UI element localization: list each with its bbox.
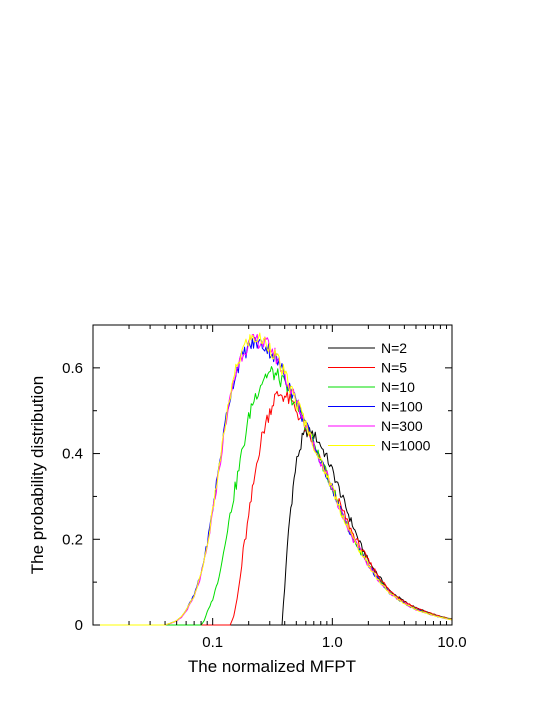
y-axis-title: The probability distribution <box>28 376 47 574</box>
x-tick-label: 1.0 <box>322 634 343 651</box>
plot-area <box>92 324 453 626</box>
legend-label: N=10 <box>381 379 415 395</box>
y-tick-label: 0.2 <box>62 531 83 548</box>
series-group <box>93 332 453 626</box>
plot-frame <box>92 324 453 626</box>
x-axis-title: The normalized MFPT <box>188 657 356 676</box>
y-tick-label: 0.4 <box>62 446 83 463</box>
series-line-n-2 <box>93 427 453 626</box>
axes-group: 0 0.2 0.4 0.6 0.1 1.0 10.0 <box>62 325 467 651</box>
x-tick-label: 10.0 <box>437 634 466 651</box>
legend-label: N=100 <box>381 399 423 415</box>
legend-label: N=1000 <box>381 438 431 454</box>
x-tick-label: 0.1 <box>202 634 223 651</box>
y-tick-label: 0.6 <box>62 360 83 377</box>
y-tick-label: 0 <box>75 617 83 634</box>
legend: N=2 N=5 N=10 N=100 N=300 N=1000 <box>328 340 431 454</box>
series-line-n-1000 <box>93 332 453 626</box>
legend-label: N=2 <box>381 340 407 356</box>
legend-label: N=300 <box>381 418 423 434</box>
legend-label: N=5 <box>381 360 407 376</box>
